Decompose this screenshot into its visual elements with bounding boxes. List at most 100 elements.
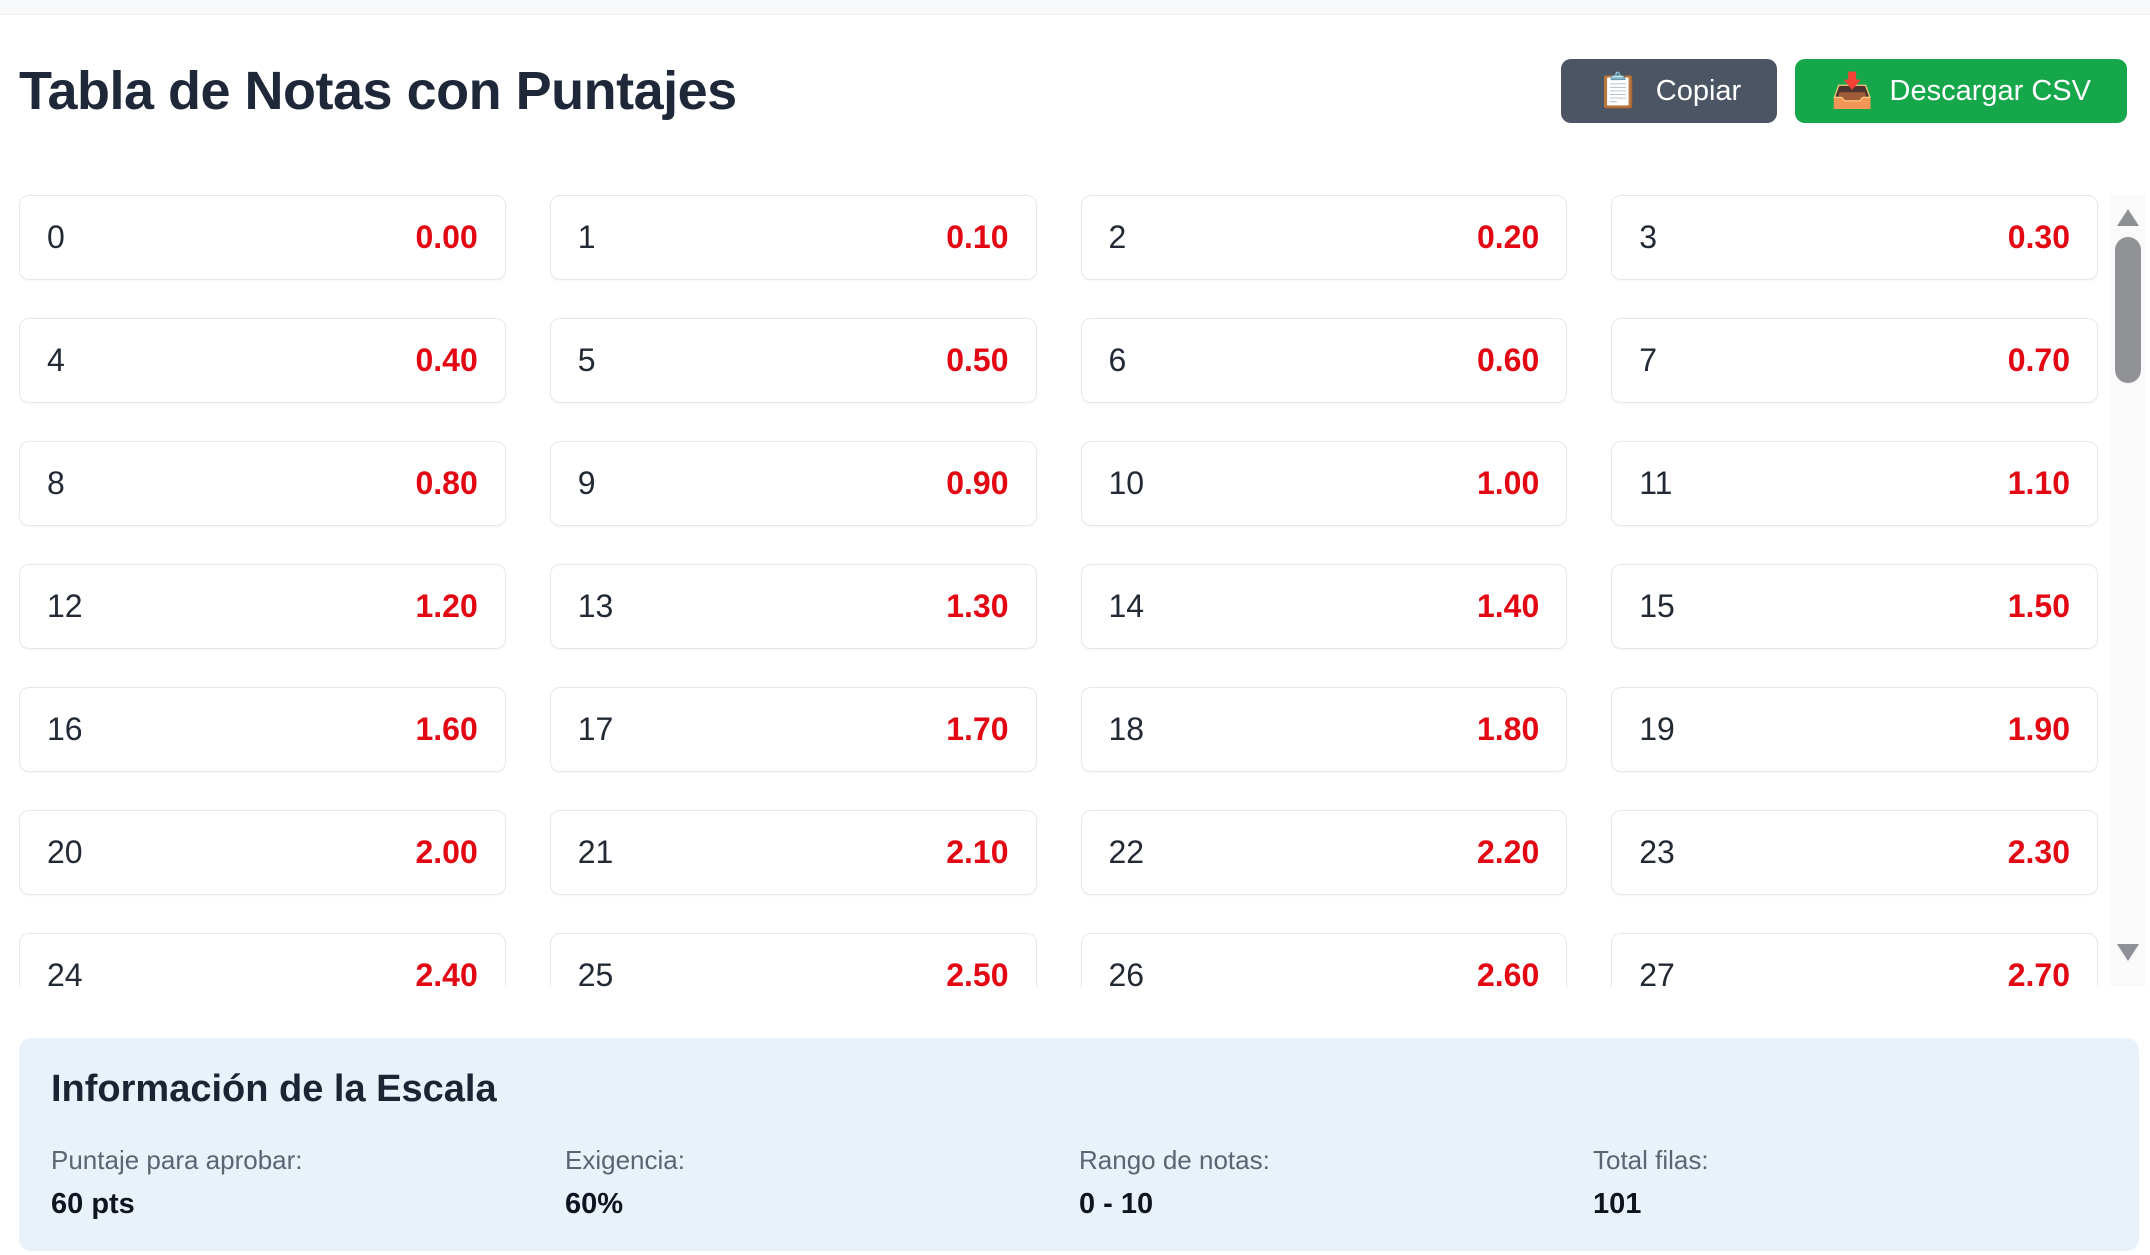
grade-card: 14 1.40: [1080, 564, 1568, 649]
score-value: 23: [1639, 834, 1675, 870]
score-value: 11: [1639, 465, 1673, 501]
score-value: 27: [1639, 957, 1675, 987]
scroll-down-arrow-icon[interactable]: [2117, 944, 2139, 961]
grade-card: 23 2.30: [1611, 810, 2098, 895]
score-value: 8: [47, 465, 65, 501]
score-value: 25: [577, 957, 614, 987]
grade-card: 10 1.00: [1080, 441, 1568, 526]
grade-value: 2.60: [1476, 957, 1540, 987]
grade-value: 0.80: [415, 465, 478, 501]
score-value: 14: [1108, 588, 1145, 624]
grade-value: 0.10: [946, 219, 1009, 255]
scale-info-value: 0 - 10: [1079, 1188, 1154, 1220]
grade-card: 0 0.00: [19, 195, 506, 280]
grade-value: 0.50: [946, 342, 1009, 378]
grade-card: 13 1.30: [549, 564, 1037, 649]
score-value: 20: [47, 834, 83, 870]
grade-card: 25 2.50: [549, 933, 1037, 987]
copy-button[interactable]: 📋 Copiar: [1561, 59, 1778, 123]
score-value: 21: [577, 834, 614, 870]
scroll-up-arrow-icon[interactable]: [2117, 209, 2139, 226]
inbox-tray-icon: 📥: [1831, 72, 1874, 110]
grade-value: 1.00: [1476, 465, 1540, 501]
grade-card: 2 0.20: [1080, 195, 1568, 280]
grade-card: 9 0.90: [549, 441, 1037, 526]
score-value: 15: [1639, 588, 1675, 624]
grade-card: 22 2.20: [1080, 810, 1568, 895]
grade-card: 16 1.60: [19, 687, 506, 772]
page-header: Tabla de Notas con Puntajes 📋 Copiar 📥 D…: [19, 59, 2127, 123]
score-value: 16: [47, 711, 83, 747]
grade-value: 1.50: [2007, 588, 2070, 624]
grade-value: 0.40: [415, 342, 478, 378]
grades-grid: 0 0.00 1 0.10 2 0.20 3 0.30 4 0.40 5 0.5…: [19, 195, 2098, 987]
grade-card: 6 0.60: [1080, 318, 1568, 403]
score-value: 4: [47, 342, 65, 378]
grade-card: 18 1.80: [1080, 687, 1568, 772]
grade-value: 1.80: [1476, 711, 1540, 747]
score-value: 17: [577, 711, 614, 747]
grade-value: 1.20: [415, 588, 478, 624]
score-value: 0: [47, 219, 65, 255]
grade-value: 2.10: [946, 834, 1009, 870]
grade-card: 19 1.90: [1611, 687, 2098, 772]
score-value: 22: [1108, 834, 1145, 870]
grade-value: 2.50: [946, 957, 1009, 987]
grade-card: 24 2.40: [19, 933, 506, 987]
grade-value: 0.00: [415, 219, 478, 255]
scrollbar[interactable]: [2110, 195, 2146, 987]
score-value: 2: [1108, 219, 1127, 255]
score-value: 6: [1108, 342, 1127, 378]
grade-value: 0.60: [1476, 342, 1540, 378]
score-value: 5: [577, 342, 596, 378]
scale-info-item: Rango de notas: 0 - 10: [1079, 1145, 1593, 1221]
score-value: 18: [1108, 711, 1145, 747]
grade-value: 2.70: [2007, 957, 2070, 987]
grade-value: 1.30: [946, 588, 1009, 624]
clipboard-icon: 📋: [1597, 72, 1640, 110]
grade-card: 7 0.70: [1611, 318, 2098, 403]
grade-card: 8 0.80: [19, 441, 506, 526]
score-value: 19: [1639, 711, 1675, 747]
scale-info-item: Exigencia: 60%: [565, 1145, 1079, 1221]
grade-card: 12 1.20: [19, 564, 506, 649]
scale-info-value: 101: [1593, 1188, 1642, 1220]
score-value: 7: [1639, 342, 1658, 378]
score-value: 3: [1639, 219, 1658, 255]
score-value: 12: [47, 588, 83, 624]
grade-value: 1.90: [2007, 711, 2070, 747]
scale-info-item: Total filas: 101: [1593, 1145, 2107, 1221]
scale-info-label: Puntaje para aprobar:: [51, 1145, 303, 1175]
scale-info-heading: Información de la Escala: [51, 1068, 497, 1110]
score-value: 1: [577, 219, 596, 255]
download-csv-label: Descargar CSV: [1889, 74, 2091, 107]
grade-value: 0.70: [2007, 342, 2070, 378]
grade-value: 2.30: [2007, 834, 2070, 870]
grade-card: 27 2.70: [1611, 933, 2098, 987]
scale-info-grid: Puntaje para aprobar: 60 pts Exigencia: …: [51, 1145, 2107, 1221]
grade-value: 0.20: [1476, 219, 1540, 255]
grade-value: 1.60: [415, 711, 478, 747]
scale-info-label: Total filas:: [1593, 1145, 1709, 1175]
grades-scroll-area: 0 0.00 1 0.10 2 0.20 3 0.30 4 0.40 5 0.5…: [19, 195, 2146, 987]
grade-card: 17 1.70: [549, 687, 1037, 772]
grade-value: 2.40: [415, 957, 478, 987]
top-bar: [0, 0, 2150, 15]
grade-value: 1.10: [2007, 465, 2070, 501]
score-value: 24: [47, 957, 83, 987]
download-csv-button[interactable]: 📥 Descargar CSV: [1795, 59, 2127, 123]
grade-value: 0.90: [946, 465, 1009, 501]
scrollbar-thumb[interactable]: [2115, 237, 2141, 383]
score-value: 10: [1108, 465, 1145, 501]
scale-info-value: 60%: [565, 1188, 624, 1220]
scale-info-value: 60 pts: [51, 1188, 135, 1220]
scale-info-label: Exigencia:: [565, 1145, 685, 1175]
page-title: Tabla de Notas con Puntajes: [19, 61, 737, 121]
grade-card: 21 2.10: [549, 810, 1037, 895]
grade-card: 11 1.10: [1611, 441, 2098, 526]
grade-value: 1.70: [946, 711, 1009, 747]
grade-card: 5 0.50: [549, 318, 1037, 403]
score-value: 9: [577, 465, 596, 501]
score-value: 26: [1108, 957, 1145, 987]
grade-card: 1 0.10: [549, 195, 1037, 280]
